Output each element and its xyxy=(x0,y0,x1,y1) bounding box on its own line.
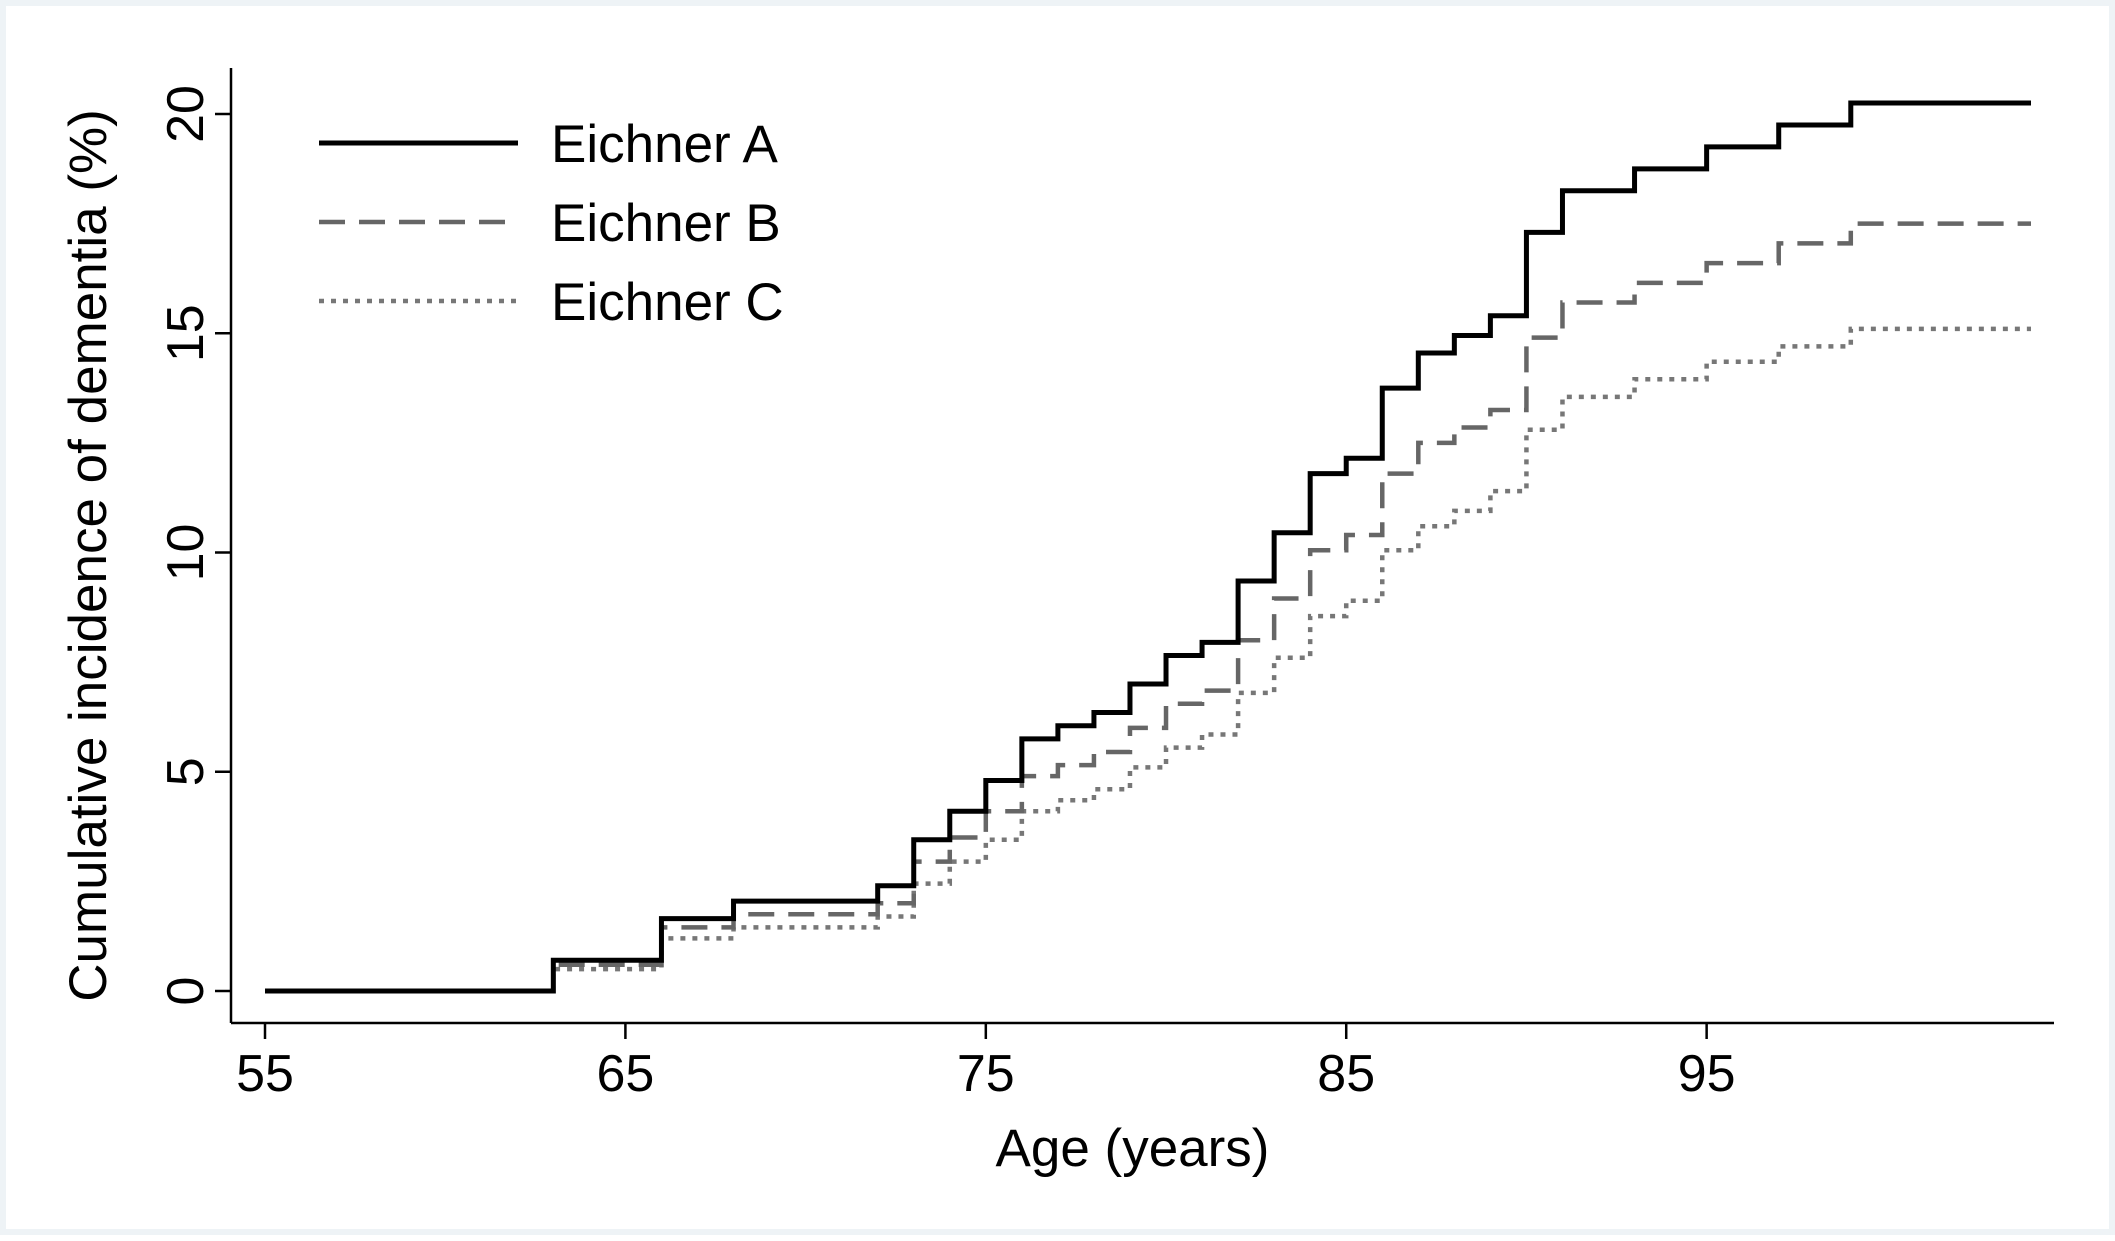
axes: 55 65 75 85 95 0 5 10 15 20 xyxy=(157,68,2054,1103)
y-tick-label: 10 xyxy=(157,524,215,582)
series-layer xyxy=(265,100,2031,994)
y-tick-label: 15 xyxy=(157,304,215,362)
x-tick-label: 75 xyxy=(957,1045,1015,1103)
x-tick-label: 95 xyxy=(1678,1045,1736,1103)
x-tick-label: 55 xyxy=(236,1045,294,1103)
legend: Eichner A Eichner B Eichner C xyxy=(319,115,784,332)
y-tick-label: 5 xyxy=(157,757,215,786)
series-line-eichner-b xyxy=(265,221,2031,994)
x-tick-label: 65 xyxy=(596,1045,654,1103)
y-axis-title: Cumulative incidence of dementia (%) xyxy=(59,109,118,1002)
y-tick-label: 0 xyxy=(157,977,215,1006)
legend-label: Eichner A xyxy=(551,115,779,174)
x-axis-title: Age (years) xyxy=(996,1119,1270,1178)
y-tick-label: 20 xyxy=(157,85,215,143)
x-tick-label: 85 xyxy=(1317,1045,1375,1103)
legend-label: Eichner C xyxy=(551,273,784,332)
legend-label: Eichner B xyxy=(551,194,781,253)
series-line-eichner-c xyxy=(265,326,2031,994)
series-line-eichner-a xyxy=(265,100,2031,994)
